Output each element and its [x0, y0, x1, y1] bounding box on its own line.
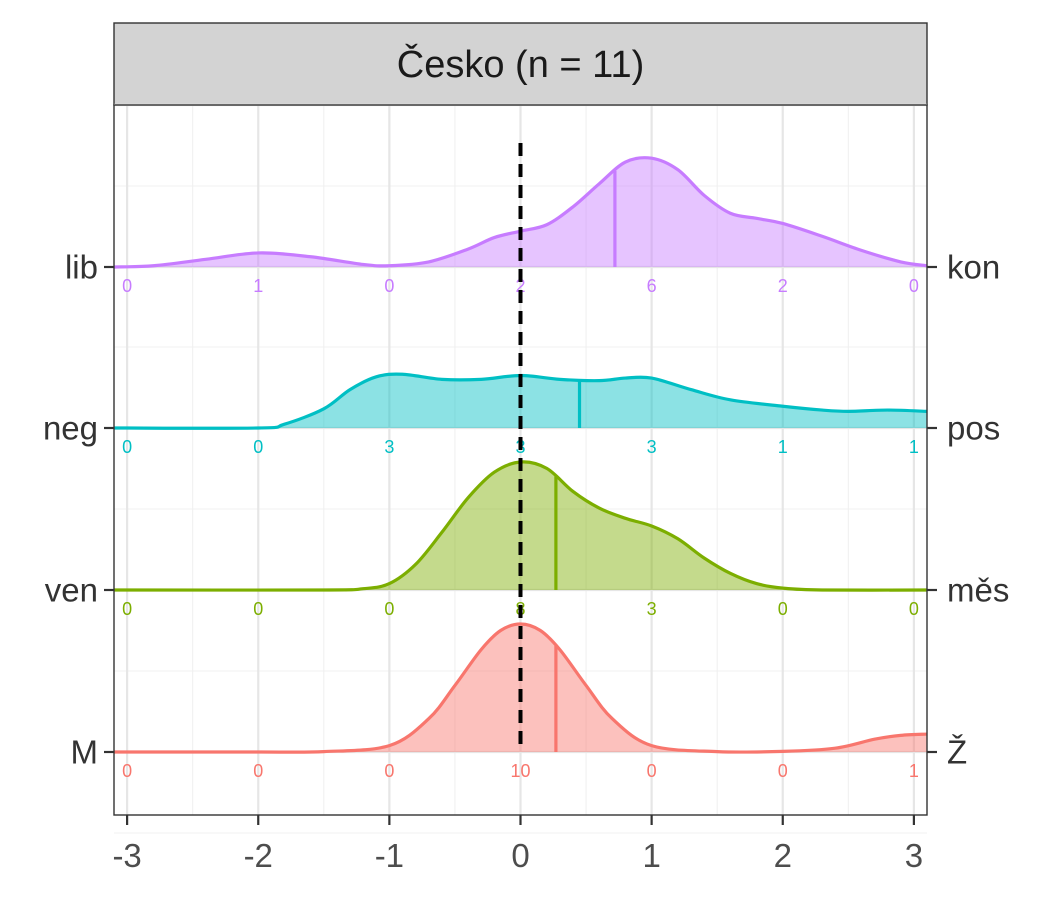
count-label: 3 — [647, 599, 657, 619]
count-label: 0 — [384, 761, 394, 781]
density-line — [113, 622, 928, 754]
count-label: 1 — [909, 437, 919, 457]
x-tick-label: 2 — [774, 837, 792, 874]
x-tick-label: 1 — [642, 837, 660, 874]
y-right-label: měs — [947, 572, 1009, 609]
ridge-series-lib: 0 1 0 2 6 2 0 — [113, 156, 928, 296]
count-label: 0 — [122, 761, 132, 781]
density-area — [114, 624, 927, 753]
x-tick-label: -1 — [375, 837, 404, 874]
count-label: 1 — [253, 276, 263, 296]
count-label: 1 — [909, 761, 919, 781]
count-label: 0 — [384, 276, 394, 296]
count-label: 0 — [253, 437, 263, 457]
count-label: 0 — [778, 599, 788, 619]
y-right-label: kon — [947, 249, 1000, 286]
count-label: 3 — [647, 437, 657, 457]
count-label: 0 — [253, 599, 263, 619]
count-label: 0 — [647, 761, 657, 781]
y-left-label: ven — [45, 572, 98, 609]
count-label: 0 — [909, 276, 919, 296]
y-right-label: pos — [947, 410, 1000, 447]
count-label: 0 — [384, 599, 394, 619]
x-tick-label: -2 — [244, 837, 273, 874]
count-label: 2 — [778, 276, 788, 296]
count-label: 10 — [510, 761, 530, 781]
y-left-label: lib — [65, 249, 98, 286]
count-label: 0 — [909, 599, 919, 619]
count-label: 0 — [122, 599, 132, 619]
count-label: 2 — [515, 276, 525, 296]
y-left-label: M — [71, 734, 99, 771]
count-label: 0 — [253, 761, 263, 781]
count-label: 0 — [122, 276, 132, 296]
count-label: 3 — [384, 437, 394, 457]
y-left-label: neg — [43, 410, 98, 447]
ridge-series-M: 0 0 0 10 0 0 1 — [113, 622, 928, 781]
density-area — [114, 157, 927, 267]
x-tick-label: 0 — [511, 837, 529, 874]
count-label: 0 — [778, 761, 788, 781]
x-tick-label: 3 — [905, 837, 923, 874]
density-line — [113, 156, 928, 269]
count-label: 0 — [122, 437, 132, 457]
density-line — [113, 372, 928, 430]
x-tick-label: -3 — [112, 837, 141, 874]
density-line — [113, 460, 928, 592]
count-label: 6 — [647, 276, 657, 296]
count-label: 1 — [778, 437, 788, 457]
strip-background — [113, 22, 928, 106]
y-right-label: Ž — [947, 734, 967, 771]
chart-title: Česko (n = 11) — [397, 42, 644, 86]
